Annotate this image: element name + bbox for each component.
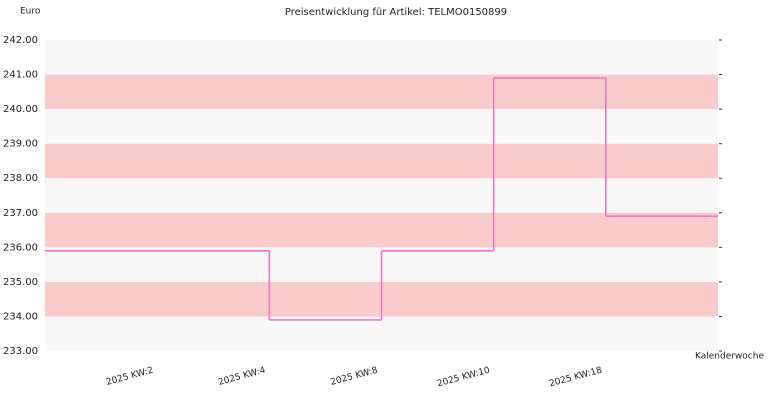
x-tick-label: 2025 KW:8 (330, 366, 380, 388)
y-tick-label: 233.00 (3, 346, 38, 357)
x-tick-label: 2025 KW:4 (217, 366, 267, 388)
y-tick-label: 242.00 (3, 35, 38, 46)
band (45, 212, 718, 248)
y-tick-label: 236.00 (3, 242, 38, 253)
band (45, 178, 718, 213)
band (45, 316, 718, 351)
x-axis-label: Kalenderwoche (695, 352, 764, 362)
y-tick-label: 240.00 (3, 104, 38, 115)
y-tick-label: 238.00 (3, 173, 38, 184)
x-tick-label: 2025 KW:2 (105, 366, 154, 388)
band (45, 40, 718, 75)
y-tick-label: 239.00 (3, 139, 38, 150)
y-axis-label: Euro (20, 7, 41, 17)
band (45, 74, 718, 110)
band (45, 109, 718, 144)
x-tick-label: 2025 KW:18 (548, 366, 603, 390)
band (45, 143, 718, 179)
y-tick-label: 241.00 (3, 70, 38, 81)
y-tick-label: 234.00 (3, 311, 38, 322)
y-tick-label: 237.00 (3, 208, 38, 219)
x-tick-label: 2025 KW:10 (436, 366, 491, 390)
chart-title: Preisentwicklung für Artikel: TELMO01508… (285, 7, 507, 18)
y-tick-label: 235.00 (3, 277, 38, 288)
